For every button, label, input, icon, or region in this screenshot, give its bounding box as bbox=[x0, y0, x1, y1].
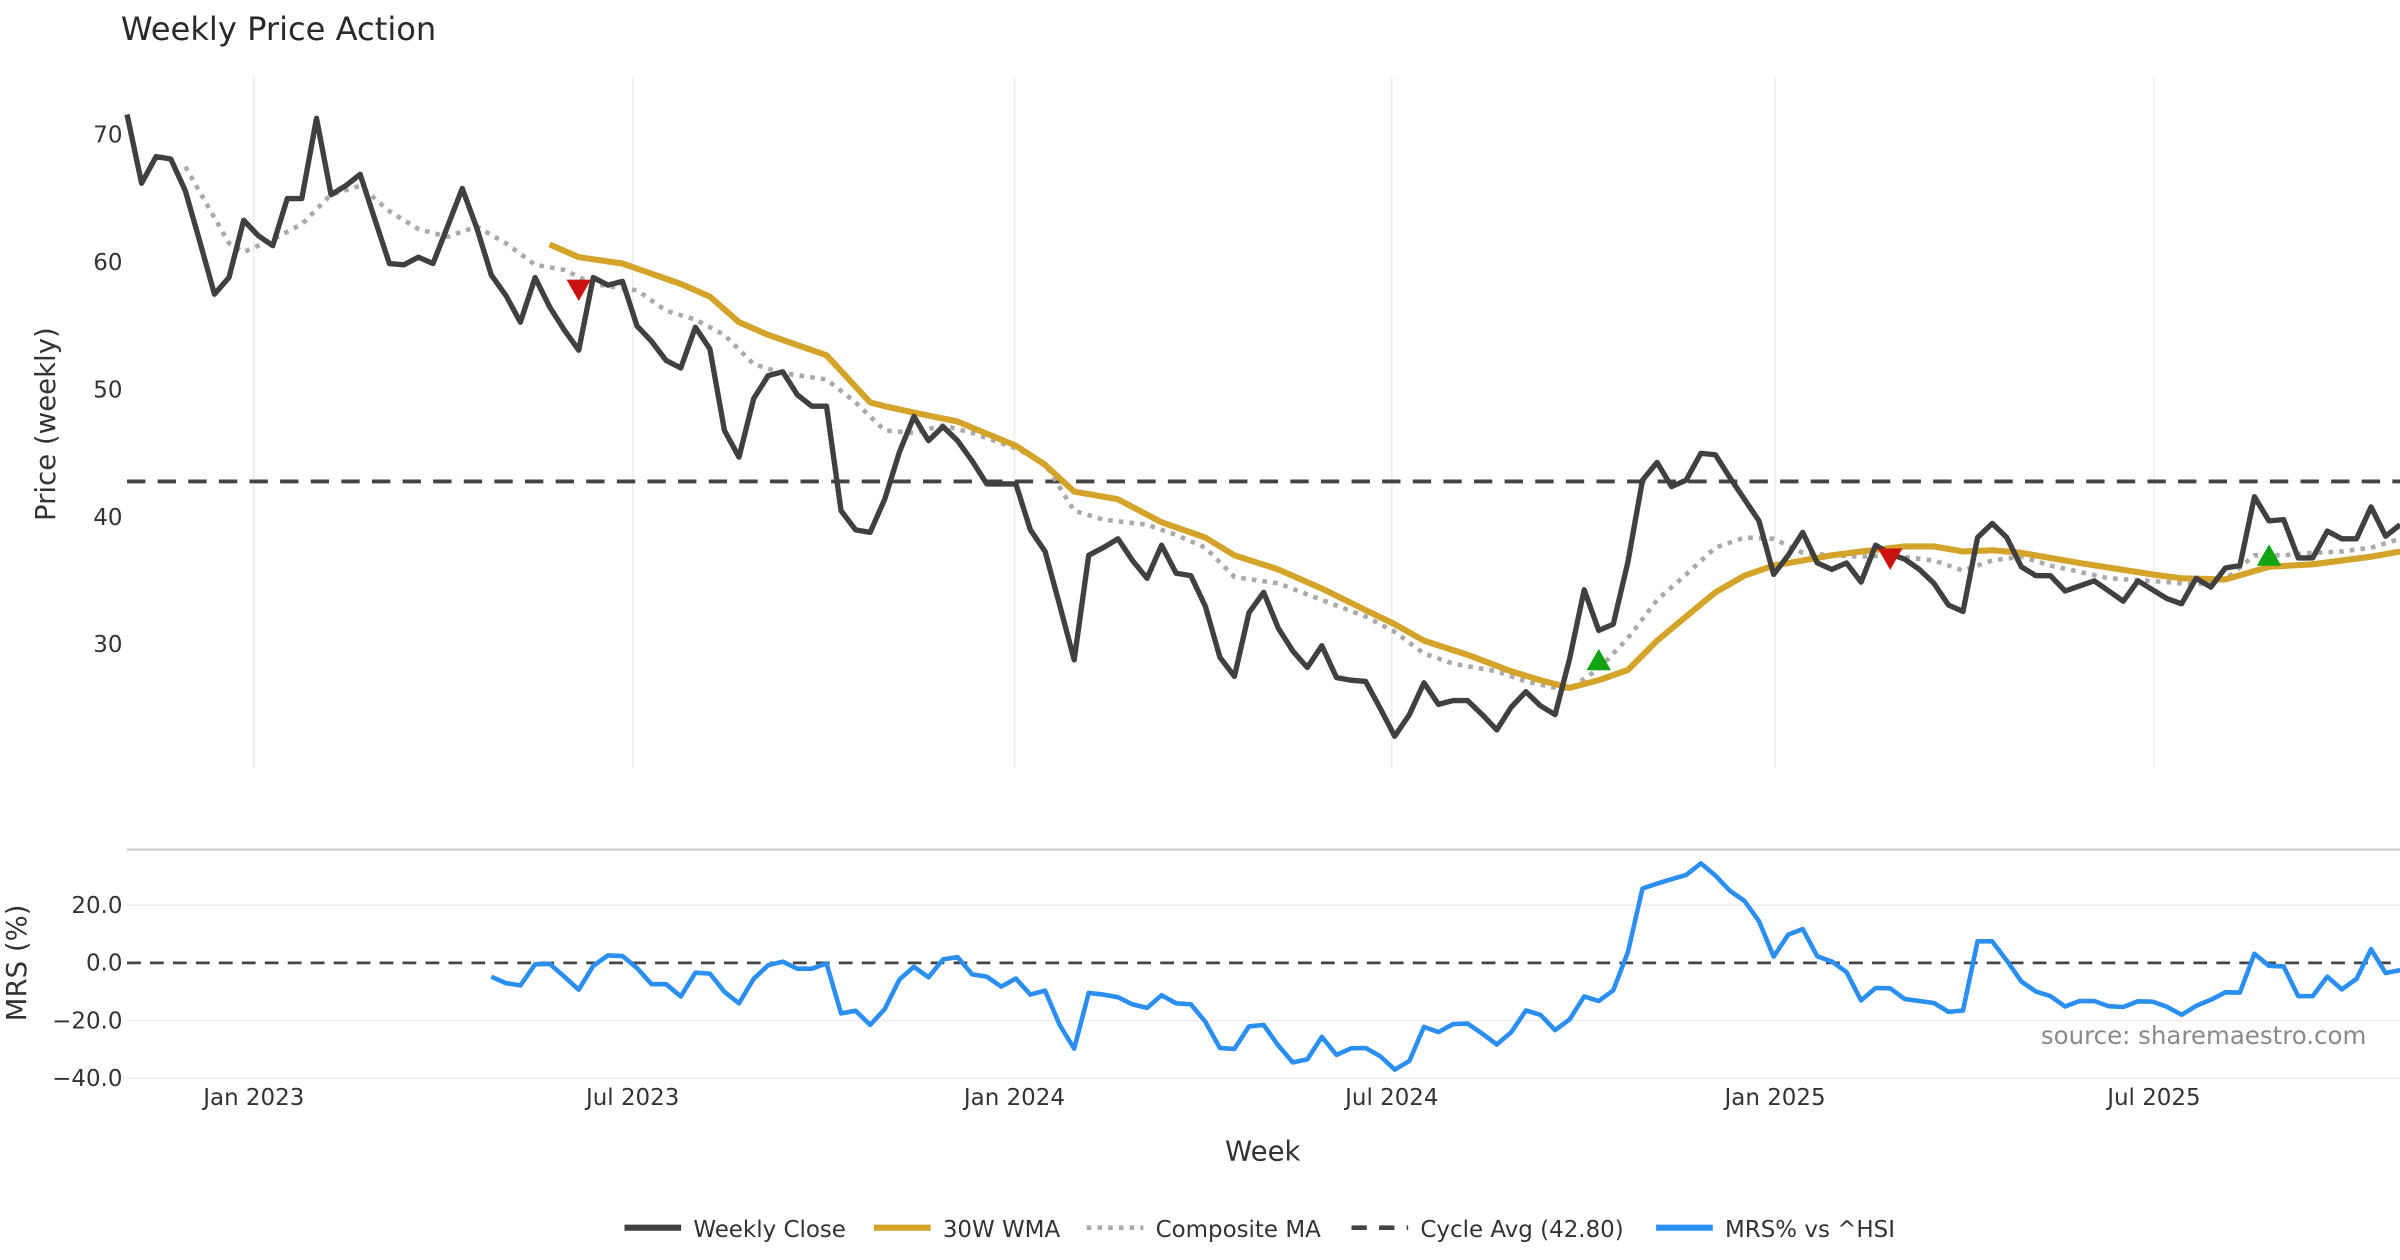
chart-title: Weekly Price Action bbox=[121, 10, 436, 48]
x-axis-ticks: Jan 2023 Jul 2023 Jan 2024 Jul 2024 Jan 2025… bbox=[201, 1085, 2200, 1111]
x-tick-label: Jan 2024 bbox=[962, 1085, 1065, 1111]
sell-signal-marker bbox=[566, 279, 591, 302]
legend-label: MRS% vs ^HSI bbox=[1725, 1217, 1895, 1243]
x-tick-label: Jul 2024 bbox=[1343, 1085, 1438, 1111]
buy-signal-marker bbox=[1586, 648, 1611, 671]
mrs-y-tick-label: 0.0 bbox=[86, 951, 122, 977]
price-series bbox=[124, 113, 2400, 739]
mrs-y-tick-label: −40.0 bbox=[52, 1066, 122, 1092]
x-tick-label: Jul 2023 bbox=[584, 1085, 679, 1111]
x-axis-label: Week bbox=[1225, 1135, 1301, 1167]
mrs-y-tick-label: −20.0 bbox=[52, 1008, 122, 1034]
mrs-line bbox=[490, 861, 2400, 1072]
price-y-ticks: 70 60 50 40 30 bbox=[93, 123, 122, 659]
price-panel-grid bbox=[253, 76, 2155, 769]
price-y-tick-label: 50 bbox=[93, 377, 122, 403]
composite-ma-line bbox=[183, 165, 2400, 692]
price-y-axis-label: Price (weekly) bbox=[30, 327, 62, 521]
mrs-y-axis-label: MRS (%) bbox=[1, 904, 33, 1021]
weekly-close-line bbox=[124, 113, 2400, 739]
x-tick-label: Jul 2025 bbox=[2105, 1085, 2200, 1111]
mrs-panel-grid bbox=[127, 904, 2400, 1080]
30w-wma-line bbox=[548, 241, 2400, 691]
price-y-tick-label: 40 bbox=[93, 505, 122, 531]
x-tick-label: Jan 2025 bbox=[1723, 1085, 1826, 1111]
sell-signal-marker bbox=[1877, 548, 1903, 570]
mrs-y-ticks: 20.0 0.0 −20.0 −40.0 bbox=[52, 893, 122, 1092]
mrs-series bbox=[490, 861, 2400, 1072]
legend-label: Cycle Avg (42.80) bbox=[1420, 1217, 1623, 1243]
legend-label: Composite MA bbox=[1156, 1217, 1321, 1243]
legend-label: 30W WMA bbox=[943, 1217, 1061, 1243]
buy-signal-marker bbox=[2256, 544, 2282, 566]
price-y-tick-label: 30 bbox=[93, 632, 122, 658]
mrs-y-tick-label: 20.0 bbox=[71, 893, 122, 919]
legend: Weekly Close 30W WMA Composite MA Cycle Avg… bbox=[624, 1217, 1895, 1243]
signal-markers bbox=[566, 279, 2282, 671]
source-annotation: source: sharemaestro.com bbox=[2041, 1021, 2366, 1050]
x-tick-label: Jan 2023 bbox=[201, 1085, 304, 1111]
price-y-tick-label: 60 bbox=[93, 250, 122, 276]
price-y-tick-label: 70 bbox=[93, 123, 122, 149]
legend-label: Weekly Close bbox=[693, 1217, 846, 1243]
